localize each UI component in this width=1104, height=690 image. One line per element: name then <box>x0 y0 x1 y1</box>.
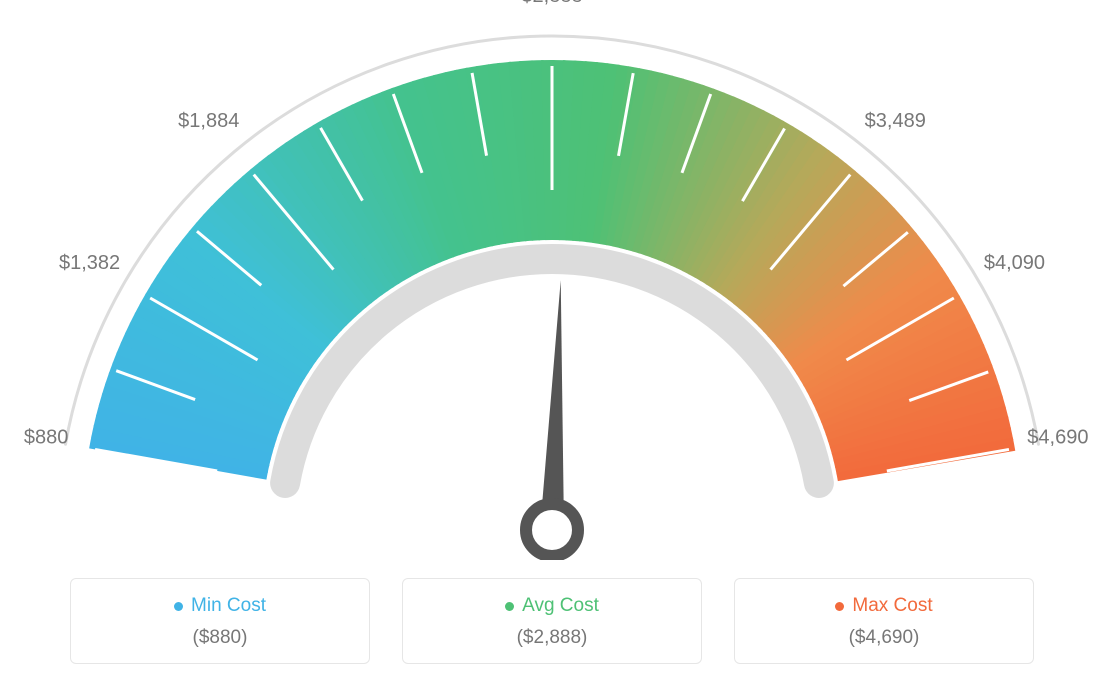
legend-card-max: Max Cost ($4,690) <box>734 578 1034 664</box>
legend-label-avg: Avg Cost <box>522 595 599 617</box>
legend-value-avg: ($2,888) <box>413 627 691 649</box>
svg-text:$1,382: $1,382 <box>59 252 120 274</box>
legend-value-max: ($4,690) <box>745 627 1023 649</box>
svg-text:$2,888: $2,888 <box>521 0 582 7</box>
legend-dot-min <box>174 602 183 611</box>
svg-text:$4,690: $4,690 <box>1027 426 1088 448</box>
legend-label-max: Max Cost <box>852 595 932 617</box>
legend-title-min: Min Cost <box>174 595 266 617</box>
svg-text:$3,489: $3,489 <box>865 110 926 132</box>
svg-text:$4,090: $4,090 <box>984 252 1045 274</box>
legend-title-max: Max Cost <box>835 595 932 617</box>
legend-row: Min Cost ($880) Avg Cost ($2,888) Max Co… <box>0 578 1104 664</box>
legend-card-avg: Avg Cost ($2,888) <box>402 578 702 664</box>
legend-value-min: ($880) <box>81 627 359 649</box>
legend-label-min: Min Cost <box>191 595 266 617</box>
legend-dot-max <box>835 602 844 611</box>
svg-text:$1,884: $1,884 <box>178 110 239 132</box>
gauge-chart: $880 $1,382 $1,884 $2,888 $3,489 $4,090 $4,690 <box>0 0 1104 560</box>
legend-dot-avg <box>505 602 514 611</box>
gauge-svg: $880 $1,382 $1,884 $2,888 $3,489 $4,090 $4,690 <box>0 0 1104 560</box>
legend-title-avg: Avg Cost <box>505 595 599 617</box>
legend-card-min: Min Cost ($880) <box>70 578 370 664</box>
svg-text:$880: $880 <box>24 426 69 448</box>
